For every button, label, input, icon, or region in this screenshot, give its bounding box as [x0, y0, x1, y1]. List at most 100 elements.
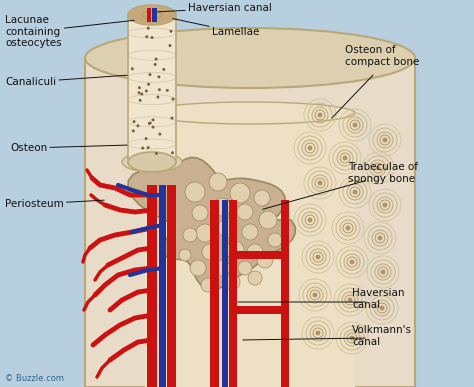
- Circle shape: [137, 91, 140, 94]
- Circle shape: [138, 99, 142, 102]
- Circle shape: [137, 124, 139, 127]
- Circle shape: [308, 146, 312, 150]
- Circle shape: [259, 211, 277, 229]
- Text: Lacunae
containing
osteocytes: Lacunae containing osteocytes: [5, 15, 134, 48]
- Circle shape: [151, 36, 154, 39]
- Circle shape: [162, 68, 165, 71]
- Circle shape: [155, 152, 158, 155]
- Circle shape: [343, 156, 347, 160]
- Polygon shape: [167, 185, 176, 387]
- Circle shape: [214, 260, 230, 276]
- Circle shape: [158, 88, 161, 91]
- Circle shape: [141, 147, 144, 149]
- Circle shape: [146, 146, 150, 149]
- Ellipse shape: [128, 152, 176, 172]
- Circle shape: [353, 123, 357, 127]
- Circle shape: [242, 224, 258, 240]
- Circle shape: [308, 218, 312, 222]
- Text: Haversian
canal: Haversian canal: [352, 288, 404, 310]
- Ellipse shape: [128, 5, 176, 25]
- Circle shape: [257, 252, 273, 268]
- Circle shape: [192, 205, 208, 221]
- Circle shape: [381, 270, 385, 274]
- Circle shape: [190, 260, 206, 276]
- Polygon shape: [222, 200, 228, 387]
- Circle shape: [158, 133, 161, 135]
- Polygon shape: [128, 15, 176, 162]
- Ellipse shape: [145, 102, 355, 124]
- Text: Lamellae: Lamellae: [173, 19, 259, 37]
- Circle shape: [313, 293, 317, 297]
- Circle shape: [238, 261, 252, 275]
- Polygon shape: [147, 185, 157, 387]
- Circle shape: [145, 35, 148, 38]
- Circle shape: [156, 96, 159, 99]
- Circle shape: [350, 336, 354, 340]
- Circle shape: [147, 83, 150, 86]
- Circle shape: [154, 63, 157, 66]
- Circle shape: [147, 27, 150, 30]
- Circle shape: [152, 118, 155, 122]
- Circle shape: [202, 244, 218, 260]
- Circle shape: [179, 249, 191, 261]
- Circle shape: [145, 137, 147, 140]
- Polygon shape: [128, 158, 295, 290]
- Circle shape: [346, 226, 350, 230]
- Circle shape: [224, 274, 240, 290]
- Circle shape: [383, 138, 387, 142]
- Text: Haversian canal: Haversian canal: [158, 3, 272, 13]
- Text: Volkmann's
canal: Volkmann's canal: [352, 325, 412, 347]
- Ellipse shape: [85, 28, 415, 88]
- Circle shape: [318, 181, 322, 185]
- Ellipse shape: [122, 152, 182, 172]
- Text: Osteon of
compact bone: Osteon of compact bone: [345, 45, 419, 67]
- Circle shape: [157, 75, 160, 79]
- Text: Canaliculi: Canaliculi: [5, 75, 127, 87]
- Polygon shape: [233, 251, 285, 259]
- Circle shape: [353, 190, 357, 194]
- Circle shape: [268, 233, 282, 247]
- Polygon shape: [210, 200, 219, 387]
- Polygon shape: [281, 200, 289, 387]
- Circle shape: [133, 120, 136, 123]
- Circle shape: [248, 271, 262, 285]
- Polygon shape: [233, 306, 285, 314]
- Circle shape: [316, 331, 320, 335]
- Circle shape: [218, 218, 238, 238]
- Circle shape: [185, 182, 205, 202]
- Circle shape: [230, 183, 250, 203]
- Circle shape: [145, 89, 148, 92]
- Circle shape: [152, 125, 155, 128]
- Circle shape: [209, 173, 227, 191]
- Circle shape: [350, 260, 354, 264]
- Text: Periosteum: Periosteum: [5, 199, 104, 209]
- Circle shape: [196, 224, 214, 242]
- Circle shape: [183, 228, 197, 242]
- Polygon shape: [159, 185, 166, 387]
- Polygon shape: [85, 58, 415, 387]
- Circle shape: [171, 116, 173, 120]
- Circle shape: [132, 129, 135, 132]
- Text: © Buzzle.com: © Buzzle.com: [5, 374, 64, 383]
- Circle shape: [140, 92, 143, 96]
- Circle shape: [376, 166, 380, 170]
- Circle shape: [383, 203, 387, 207]
- Polygon shape: [145, 113, 355, 387]
- Circle shape: [254, 190, 270, 206]
- Circle shape: [148, 73, 151, 76]
- Circle shape: [378, 236, 382, 240]
- Circle shape: [237, 204, 253, 220]
- Circle shape: [148, 122, 151, 125]
- Circle shape: [316, 255, 320, 259]
- Circle shape: [131, 67, 134, 70]
- Circle shape: [166, 89, 169, 92]
- Text: Osteon: Osteon: [10, 143, 127, 153]
- Polygon shape: [229, 200, 237, 387]
- Circle shape: [171, 151, 174, 154]
- Circle shape: [213, 198, 231, 216]
- Circle shape: [155, 58, 157, 60]
- Circle shape: [201, 278, 215, 292]
- Circle shape: [172, 98, 174, 101]
- Circle shape: [380, 306, 384, 310]
- Circle shape: [226, 241, 244, 259]
